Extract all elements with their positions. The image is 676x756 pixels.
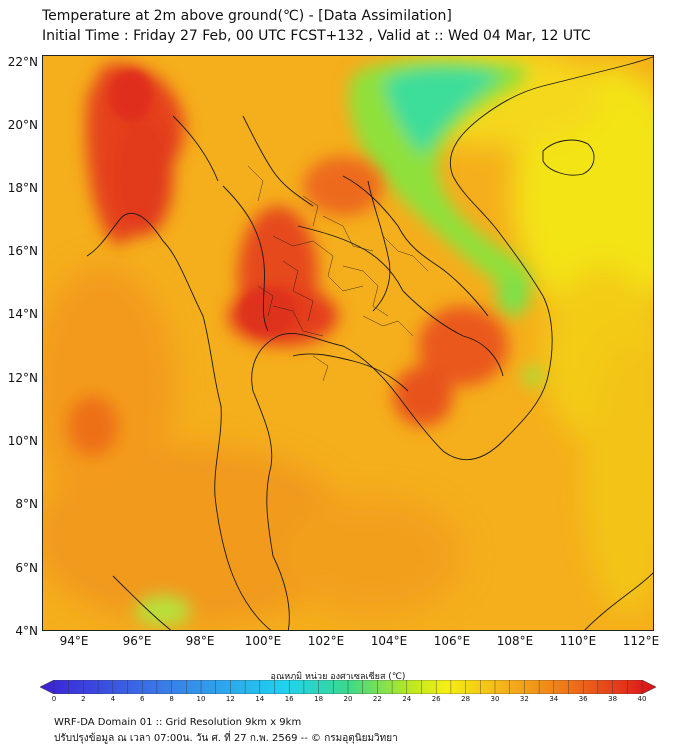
colorbar-title: อุณหภูมิ หน่วย องศาเซลเซียส (℃) xyxy=(270,672,406,682)
colorbar-tick-label: 18 xyxy=(314,695,324,703)
colorbar-tick-label: 0 xyxy=(51,695,57,703)
lat-tick-label: 4°N xyxy=(15,624,38,638)
lon-tick-label: 112°E xyxy=(622,634,660,648)
lat-tick-label: 18°N xyxy=(7,181,38,195)
field-cool xyxy=(135,59,543,627)
coastline-boundaries xyxy=(86,56,653,630)
colorbar-tick-label: 30 xyxy=(490,695,500,703)
footer-credit: ปรับปรุงข้อมูล ณ เวลา 07:00น. วัน ศ. ที่… xyxy=(54,733,398,744)
colorbar-gradient xyxy=(39,679,657,695)
colorbar-tick-label: 8 xyxy=(169,695,174,703)
map-subtitle: Initial Time : Friday 27 Feb, 00 UTC FCS… xyxy=(42,28,591,44)
hainan-coast xyxy=(542,139,595,176)
lon-tick-label: 110°E xyxy=(559,634,597,648)
temperature-field xyxy=(43,56,653,630)
colorbar-tick-label: 36 xyxy=(578,695,588,703)
lat-tick-label: 8°N xyxy=(15,497,38,511)
colorbar-tick-label: 40 xyxy=(637,695,647,703)
sumatra-coast xyxy=(112,575,172,630)
field-hot xyxy=(68,63,508,456)
lat-tick-label: 20°N xyxy=(7,118,38,132)
lon-tick-label: 104°E xyxy=(370,634,408,648)
country-border-5 xyxy=(292,353,409,392)
borneo-coast xyxy=(584,572,653,630)
lon-tick-label: 102°E xyxy=(307,634,345,648)
lon-tick-label: 106°E xyxy=(433,634,471,648)
colorbar-tick-label: 12 xyxy=(225,695,235,703)
colorbar-tick-label: 24 xyxy=(402,695,412,703)
field-hot-core xyxy=(109,70,296,335)
field-orange-south xyxy=(43,266,463,626)
colorbar-tick-label: 4 xyxy=(110,695,116,703)
lon-tick-label: 96°E xyxy=(122,634,152,648)
colorbar-tick-label: 20 xyxy=(343,695,353,703)
lat-tick-label: 14°N xyxy=(7,307,38,321)
colorbar-tick-label: 2 xyxy=(81,695,86,703)
colorbar-tick-label: 14 xyxy=(255,695,265,703)
colorbar-tick-label: 10 xyxy=(196,695,206,703)
colorbar-tick-label: 6 xyxy=(139,695,145,703)
gulf-coastline xyxy=(251,56,653,630)
country-border-4 xyxy=(297,225,404,292)
lon-tick-label: 98°E xyxy=(185,634,215,648)
colorbar-tick-label: 22 xyxy=(372,695,382,703)
colorbar-tick-label: 16 xyxy=(284,695,294,703)
lat-tick-label: 22°N xyxy=(7,55,38,69)
map-title: Temperature at 2m above ground(℃) - [Dat… xyxy=(42,8,452,24)
lon-tick-label: 94°E xyxy=(59,634,89,648)
colorbar-tick-label: 28 xyxy=(461,695,471,703)
lat-tick-label: 16°N xyxy=(7,244,38,258)
lat-tick-label: 6°N xyxy=(15,561,38,575)
country-border-8 xyxy=(402,290,504,377)
lon-tick-label: 108°E xyxy=(496,634,534,648)
lon-tick-label: 100°E xyxy=(244,634,282,648)
colorbar-tick-label: 34 xyxy=(549,695,559,703)
mainland-coastline xyxy=(86,213,272,630)
country-border-3 xyxy=(367,180,391,312)
colorbar-tick-label: 32 xyxy=(519,695,529,703)
lat-tick-label: 12°N xyxy=(7,371,38,385)
temperature-map xyxy=(42,55,654,631)
title-block: Temperature at 2m above ground(℃) - [Dat… xyxy=(42,6,591,46)
colorbar-tick-label: 38 xyxy=(608,695,618,703)
country-border-7 xyxy=(172,115,219,182)
footer-model-info: WRF-DA Domain 01 :: Grid Resolution 9km … xyxy=(54,717,302,728)
province-boundaries xyxy=(247,165,429,382)
lat-tick-label: 10°N xyxy=(7,434,38,448)
colorbar-tick-label: 26 xyxy=(431,695,441,703)
country-border-6 xyxy=(242,115,314,207)
country-border-1 xyxy=(222,185,269,332)
